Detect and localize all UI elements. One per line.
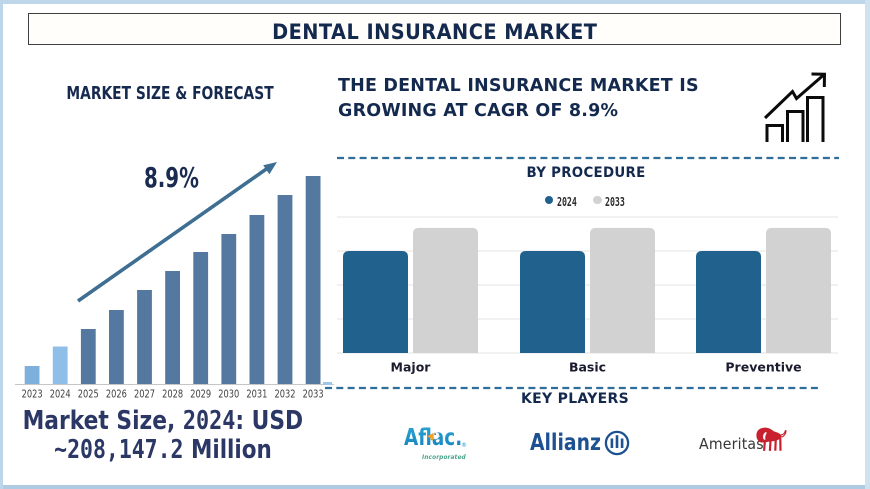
logo-aflac: Aflac. ® Incorporated <box>404 425 479 461</box>
logo-ameritas: Ameritas <box>699 427 809 464</box>
forecast-year-label-2029: 2029 <box>190 389 211 401</box>
allianz-wordmark: Allianz <box>530 428 601 456</box>
dashed-divider-top <box>337 156 839 160</box>
forecast-bar-2032 <box>277 195 293 384</box>
key-players-title: KEY PLAYERS <box>521 391 629 407</box>
trend-arrow-line <box>76 166 270 303</box>
procedure-bar-2024-basic <box>520 251 585 353</box>
logo-allianz: Allianz <box>530 428 635 458</box>
market-size-caption: Market Size, 2024: USD ~208,147.2 Millio… <box>2 407 324 465</box>
market-forecast-bar-chart: 2023 2024 2025 2026 2027 2028 2029 2030 2031 2032… <box>15 162 334 401</box>
dashed-divider-bottom <box>325 386 821 389</box>
stray-dash <box>323 381 332 385</box>
trend-arrow-head <box>263 162 277 175</box>
forecast-bar-2030 <box>221 234 237 384</box>
cagr-annotation: 8.9% <box>144 162 199 194</box>
legend-label-2033: 2033 <box>604 193 625 209</box>
forecast-year-label-2031: 2031 <box>246 389 267 401</box>
procedure-bar-2033-major <box>413 227 478 353</box>
frame-border-right <box>865 0 870 489</box>
procedure-bar-2033-basic <box>590 227 655 353</box>
forecast-year-label-2026: 2026 <box>106 389 127 401</box>
procedure-category-label-preventive: Preventive <box>725 360 801 375</box>
right-heading-line1: THE DENTAL INSURANCE MARKET IS <box>338 76 699 96</box>
forecast-chart-title: MARKET SIZE & FORECAST <box>66 84 274 104</box>
right-heading-line2: GROWING AT CAGR OF 8.9% <box>338 101 619 121</box>
procedure-category-label-basic: Basic <box>569 360 606 375</box>
frame-border-bottom <box>0 485 870 489</box>
forecast-year-label-2032: 2032 <box>275 389 296 401</box>
title-box: DENTAL INSURANCE MARKET <box>28 13 841 45</box>
forecast-bar-2028 <box>165 271 180 384</box>
by-procedure-bar-chart: Major Basic Preventive <box>337 216 838 375</box>
market-size-line2: ~208,147.2 Million <box>54 435 272 465</box>
forecast-year-label-2030: 2030 <box>218 389 239 401</box>
ameritas-bison-icon <box>756 427 787 451</box>
market-size-line1: Market Size, 2024: USD <box>22 406 304 436</box>
page-title: DENTAL INSURANCE MARKET <box>271 20 598 45</box>
forecast-year-label-2023: 2023 <box>22 389 43 401</box>
procedure-bar-2033-preventive <box>766 227 831 353</box>
procedure-bar-2024-major <box>343 251 408 353</box>
forecast-bar-2024 <box>52 346 68 384</box>
forecast-bar-2023 <box>24 366 40 384</box>
forecast-year-label-2028: 2028 <box>162 389 183 401</box>
procedure-category-label-major: Major <box>391 360 432 375</box>
forecast-bar-2031 <box>249 215 265 384</box>
legend-dot-2033 <box>592 195 602 205</box>
forecast-bar-2025 <box>80 329 96 384</box>
legend-dot-2024 <box>544 195 554 205</box>
by-procedure-title: BY PROCEDURE <box>526 165 646 181</box>
right-heading: THE DENTAL INSURANCE MARKET IS GROWING A… <box>338 74 768 124</box>
aflac-reg-mark: ® <box>461 442 467 449</box>
ameritas-wordmark: Ameritas <box>699 435 764 453</box>
forecast-year-label-2025: 2025 <box>78 389 99 401</box>
allianz-emblem-icon <box>604 430 630 456</box>
forecast-bar-2029 <box>193 252 209 384</box>
aflac-subtext: Incorporated <box>422 452 466 461</box>
aflac-duck-icon <box>426 431 439 441</box>
legend-label-2024: 2024 <box>556 193 577 209</box>
forecast-bar-2026 <box>109 310 124 384</box>
procedure-bar-2024-preventive <box>696 251 761 353</box>
frame-border-top <box>0 0 870 4</box>
forecast-year-label-2033: 2033 <box>303 389 324 401</box>
growth-chart-icon <box>763 72 827 142</box>
forecast-bar-2033 <box>305 176 321 384</box>
forecast-year-label-2024: 2024 <box>50 389 71 401</box>
forecast-year-label-2027: 2027 <box>134 389 155 401</box>
forecast-bar-2027 <box>137 290 152 384</box>
